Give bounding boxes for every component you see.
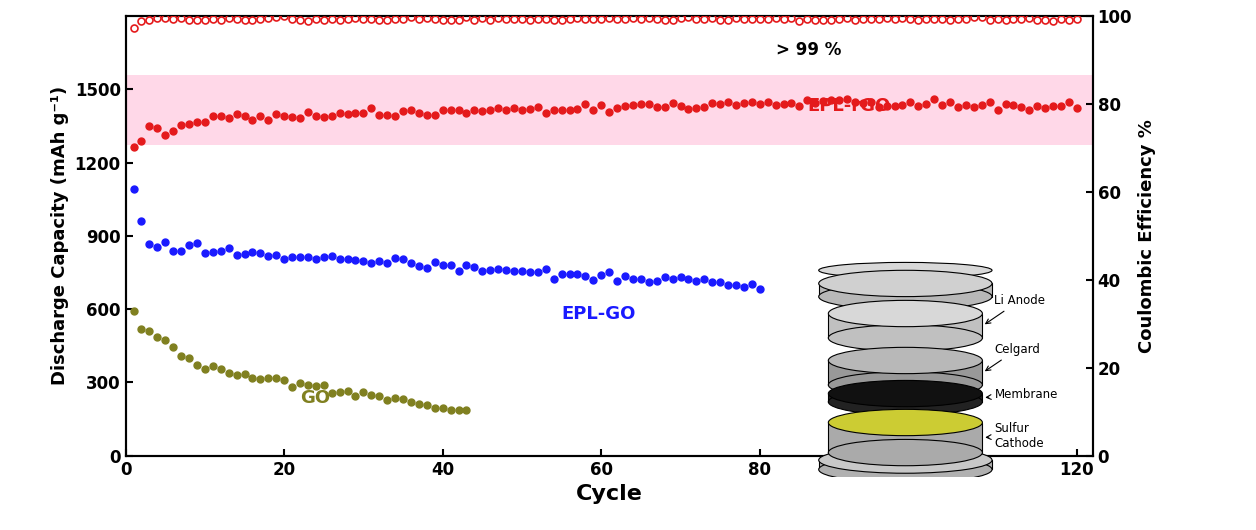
Ellipse shape <box>829 388 982 415</box>
Text: Membrane: Membrane <box>986 388 1058 401</box>
Text: Li Anode: Li Anode <box>986 294 1045 324</box>
Ellipse shape <box>829 347 982 374</box>
Ellipse shape <box>829 301 982 326</box>
Ellipse shape <box>829 381 982 407</box>
Polygon shape <box>829 422 982 453</box>
Text: Celgard: Celgard <box>986 343 1040 370</box>
Polygon shape <box>819 284 992 297</box>
Ellipse shape <box>819 284 992 310</box>
Text: EPL-GO: EPL-GO <box>561 305 636 323</box>
Ellipse shape <box>819 447 992 473</box>
Text: EPL-rGO: EPL-rGO <box>808 97 891 115</box>
Text: GO: GO <box>300 389 330 407</box>
Ellipse shape <box>829 439 982 466</box>
Ellipse shape <box>819 270 992 297</box>
Ellipse shape <box>829 372 982 398</box>
Bar <box>126 75 1093 145</box>
Polygon shape <box>829 314 982 338</box>
Y-axis label: Coulombic Efficiency %: Coulombic Efficiency % <box>1138 119 1156 353</box>
Text: Sulfur
Cathode: Sulfur Cathode <box>986 422 1044 449</box>
Ellipse shape <box>829 409 982 436</box>
X-axis label: Cycle: Cycle <box>575 484 643 504</box>
Text: > 99 %: > 99 % <box>776 41 842 59</box>
Ellipse shape <box>829 325 982 351</box>
Polygon shape <box>829 360 982 385</box>
Y-axis label: Discharge Capacity (mAh g⁻¹): Discharge Capacity (mAh g⁻¹) <box>51 86 69 385</box>
Polygon shape <box>819 460 992 470</box>
Ellipse shape <box>819 262 992 278</box>
Polygon shape <box>829 394 982 402</box>
Ellipse shape <box>819 456 992 483</box>
